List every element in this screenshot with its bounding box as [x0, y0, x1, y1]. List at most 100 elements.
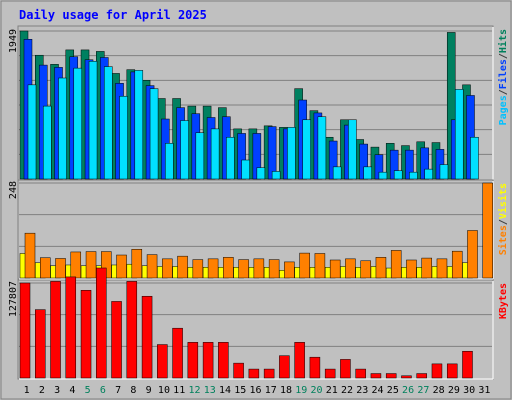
- x-tick-label: 9: [146, 385, 152, 396]
- x-tick-label: 26: [402, 385, 414, 396]
- bar-pages-day-17: [271, 171, 281, 180]
- bar-kbytes-day-7: [111, 301, 122, 379]
- x-tick-label: 1: [24, 385, 30, 396]
- panel-max-label: 127807: [8, 281, 19, 317]
- bar-kbytes-day-2: [35, 309, 46, 379]
- series-sites: [24, 182, 493, 279]
- bar-pages-day-8: [134, 70, 144, 180]
- bar-sites-day-22: [345, 258, 356, 279]
- panel-kbytes: 127807 KBytes: [8, 267, 509, 380]
- bar-kbytes-day-16: [248, 368, 260, 379]
- x-tick-label: 11: [173, 385, 185, 396]
- bar-sites-day-12: [192, 259, 204, 279]
- bar-kbytes-day-14: [218, 342, 229, 379]
- bar-kbytes-day-23: [355, 368, 366, 379]
- bar-kbytes-day-12: [187, 342, 199, 379]
- x-tick-label: 27: [417, 385, 429, 396]
- series-pages: [27, 61, 479, 180]
- chart-title: Daily usage for April 2025: [19, 8, 207, 22]
- bar-pages-day-28: [439, 164, 449, 180]
- bar-sites-day-31: [482, 182, 493, 279]
- bar-pages-day-4: [73, 67, 83, 180]
- panel-visits-sites: 248 Sites/Visits: [8, 179, 509, 280]
- bar-kbytes-day-8: [126, 281, 138, 379]
- bar-pages-day-18: [287, 127, 296, 180]
- bar-sites-day-4: [70, 251, 82, 279]
- panel-max-label: 248: [8, 181, 19, 199]
- bar-kbytes-day-25: [385, 373, 397, 379]
- bar-pages-day-25: [393, 170, 403, 180]
- x-tick-label: 3: [54, 385, 60, 396]
- bar-sites-day-20: [314, 253, 326, 279]
- panel-side-label: Pages/Files/Hits: [497, 29, 509, 125]
- x-tick-label: 31: [478, 385, 490, 396]
- bar-kbytes-day-30: [462, 350, 473, 379]
- x-tick-label: 17: [265, 385, 277, 396]
- bar-sites-day-8: [131, 249, 143, 279]
- x-axis-labels: 1 2 3 4 5 6 7 8 9 10 11 12 13 14 15 16 17 18 19 20 21 22 23 24 2…: [24, 385, 491, 396]
- bar-kbytes-day-11: [172, 327, 183, 379]
- bar-pages-day-9: [149, 88, 159, 180]
- x-tick-label: 16: [249, 385, 261, 396]
- bar-sites-day-29: [451, 250, 463, 279]
- bar-kbytes-day-1: [19, 282, 31, 379]
- bar-sites-day-15: [238, 259, 249, 279]
- x-tick-label: 21: [326, 385, 338, 396]
- bar-sites-day-25: [390, 250, 402, 279]
- bar-sites-day-13: [207, 258, 219, 279]
- bar-sites-day-26: [406, 259, 417, 279]
- bar-pages-day-23: [363, 166, 372, 180]
- side-label-part: /: [498, 219, 509, 225]
- bar-sites-day-2: [40, 257, 51, 279]
- bar-sites-day-5: [85, 251, 97, 279]
- x-tick-label: 4: [69, 385, 75, 396]
- bar-sites-day-3: [55, 258, 66, 279]
- x-tick-label: 14: [219, 385, 231, 396]
- x-tick-label: 5: [85, 385, 91, 396]
- x-tick-label: 8: [130, 385, 136, 396]
- bar-pages-day-29: [454, 89, 464, 180]
- bar-sites-day-30: [467, 230, 478, 279]
- chart-panels: 1949Pages/Files/Hits248Sites/Visits12780…: [8, 25, 509, 380]
- bar-pages-day-1: [27, 84, 37, 180]
- bar-sites-day-17: [268, 259, 280, 279]
- x-tick-label: 20: [311, 385, 323, 396]
- x-tick-label: 13: [204, 385, 216, 396]
- x-tick-label: 22: [341, 385, 353, 396]
- bar-pages-day-27: [424, 168, 433, 180]
- side-label-part: /: [498, 53, 509, 59]
- bar-sites-day-23: [360, 260, 371, 279]
- bar-pages-day-20: [317, 116, 327, 180]
- x-tick-label: 6: [100, 385, 106, 396]
- bar-kbytes-day-10: [157, 344, 168, 379]
- bar-sites-day-7: [116, 254, 127, 279]
- bar-sites-day-9: [146, 254, 158, 279]
- bar-pages-day-5: [88, 61, 98, 180]
- bar-pages-day-14: [226, 136, 235, 180]
- panel-side-label: KBytes: [498, 283, 509, 319]
- bar-kbytes-day-6: [96, 267, 107, 379]
- bar-sites-day-21: [329, 259, 341, 279]
- x-tick-label: 28: [433, 385, 445, 396]
- x-tick-label: 10: [158, 385, 170, 396]
- bar-kbytes-day-18: [279, 355, 290, 379]
- bar-pages-day-6: [104, 66, 113, 180]
- bar-pages-day-16: [256, 167, 266, 180]
- bar-kbytes-day-17: [263, 368, 275, 379]
- bar-kbytes-day-21: [324, 368, 336, 379]
- bar-sites-day-18: [284, 261, 295, 279]
- bar-pages-day-10: [165, 143, 174, 180]
- x-tick-label: 19: [295, 385, 307, 396]
- x-tick-label: 30: [463, 385, 475, 396]
- bar-pages-day-11: [180, 120, 189, 180]
- bar-sites-day-28: [436, 258, 448, 279]
- x-tick-label: 25: [387, 385, 399, 396]
- side-label-part: Pages: [498, 95, 509, 125]
- bar-kbytes-day-28: [431, 363, 443, 379]
- x-tick-label: 7: [115, 385, 121, 396]
- bar-pages-day-12: [195, 132, 205, 180]
- side-label-part: /: [498, 89, 509, 95]
